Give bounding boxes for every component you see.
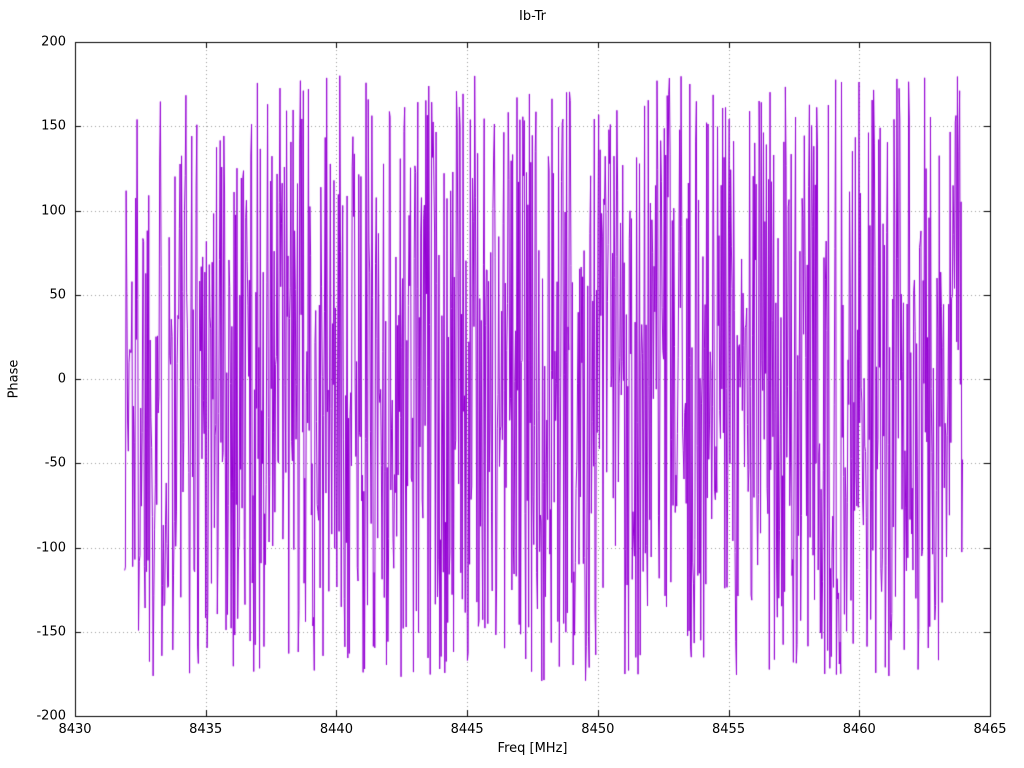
y-tick-label: -100 xyxy=(36,540,66,555)
x-tick-label: 8460 xyxy=(842,722,876,737)
x-tick-label: 8440 xyxy=(319,722,353,737)
x-axis-label: Freq [MHz] xyxy=(497,741,568,756)
x-tick-label: 8435 xyxy=(189,722,223,737)
chart-title: Ib-Tr xyxy=(519,9,546,24)
x-tick-label: 8455 xyxy=(712,722,746,737)
y-tick-label: 150 xyxy=(41,118,66,134)
y-tick-label: 200 xyxy=(41,34,66,50)
x-tick-label: 8465 xyxy=(973,722,1007,737)
y-tick-label: 50 xyxy=(49,287,66,303)
x-tick-label: 8450 xyxy=(581,722,615,737)
y-tick-label: -150 xyxy=(36,624,66,640)
y-tick-label: -200 xyxy=(36,708,66,724)
x-tick-label: 8445 xyxy=(450,722,484,737)
y-tick-label: -50 xyxy=(44,455,66,471)
y-tick-label: 100 xyxy=(41,203,66,218)
y-tick-label: 0 xyxy=(57,371,66,387)
x-tick-label: 8430 xyxy=(58,722,92,737)
